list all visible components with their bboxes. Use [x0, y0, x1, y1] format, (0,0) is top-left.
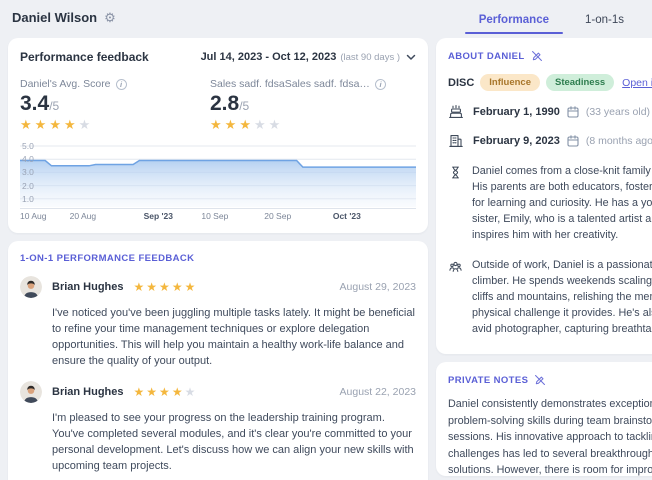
chart-y-tick: 2.0 — [22, 180, 34, 191]
chart-y-tick: 3.0 — [22, 167, 34, 178]
bio-family-field: Daniel comes from a close-knit family of… — [448, 163, 652, 243]
private-notes-title: PRIVATE NOTES — [448, 374, 529, 386]
group-icon — [448, 257, 464, 342]
calendar-icon[interactable] — [566, 105, 580, 119]
avatar — [20, 276, 42, 298]
right-sidebar: ABOUT DANIEL DISC Influence Steadiness O… — [436, 38, 652, 476]
avg-score-value: 3.4 — [20, 92, 50, 115]
private-notes-text[interactable]: Daniel consistently demonstrates excepti… — [448, 398, 652, 476]
sales-score-value: 2.8 — [210, 92, 240, 115]
hourglass-icon — [448, 163, 464, 243]
private-notes-card: PRIVATE NOTES Daniel consistently demons… — [436, 362, 652, 476]
one-on-one-feedback-card: 1-ON-1 PERFORMANCE FEEDBACK Brian Hughes… — [8, 241, 428, 480]
feedback-rating-stars: ★★★★★ — [133, 385, 198, 399]
birthday-date: February 1, 1990 — [473, 106, 560, 118]
chart-x-tick: 20 Aug — [69, 211, 97, 221]
avatar — [20, 381, 42, 403]
tab-1-on-1s[interactable]: 1-on-1s — [585, 14, 624, 26]
score-summary: Daniel's Avg. Score i 3.4/5 ★★★★★ Sales … — [20, 78, 416, 133]
date-range-value: Jul 14, 2023 - Oct 12, 2023 — [200, 51, 337, 63]
disc-label: DISC — [448, 76, 475, 89]
about-card-title: ABOUT DANIEL — [448, 50, 525, 62]
sales-score-block: Sales sadf. fdsaSales sadf. fdsaS... i 2… — [210, 78, 400, 133]
sales-score-label: Sales sadf. fdsaSales sadf. fdsaS... — [210, 78, 370, 90]
disc-badge-influence: Influence — [480, 74, 540, 91]
performance-card-title: Performance feedback — [20, 50, 149, 64]
chart-x-tick: 20 Sep — [264, 211, 292, 221]
date-range-suffix: (last 90 days ) — [340, 51, 400, 63]
building-icon — [448, 133, 464, 149]
birthday-note: (33 years old) — [585, 106, 651, 118]
start-date: February 9, 2023 — [473, 135, 560, 147]
info-icon[interactable]: i — [375, 78, 386, 90]
date-range-selector[interactable]: Jul 14, 2023 - Oct 12, 2023 (last 90 day… — [201, 51, 416, 63]
feedback-entry: Brian Hughes ★★★★★ August 29, 2023 I've … — [20, 276, 416, 369]
feedback-text: I've noticed you've been juggling multip… — [52, 307, 415, 367]
about-card: ABOUT DANIEL DISC Influence Steadiness O… — [436, 38, 652, 354]
pencil-off-icon — [535, 375, 546, 385]
avg-score-block: Daniel's Avg. Score i 3.4/5 ★★★★★ — [20, 78, 210, 133]
calendar-icon[interactable] — [566, 134, 580, 148]
feedback-rating-stars: ★★★★★ — [133, 280, 198, 294]
bio-hobbies-field: Outside of work, Daniel is a passionate … — [448, 257, 652, 342]
chart-y-tick: 5.0 — [22, 141, 34, 151]
avg-score-label: Daniel's Avg. Score — [20, 78, 111, 90]
chart-x-tick: 10 Aug — [20, 211, 47, 221]
employee-name: Daniel Wilson — [12, 9, 98, 25]
chart-y-tick: 4.0 — [22, 154, 34, 165]
start-date-note: (8 months ago) — [585, 135, 652, 147]
disc-badge-steadiness: Steadiness — [545, 74, 615, 91]
info-icon[interactable]: i — [115, 78, 127, 90]
avg-score-stars: ★★★★★ — [20, 117, 94, 132]
top-bar: Daniel Wilson ⚙ Performance 1-on-1s — [0, 0, 652, 34]
chart-x-tick: Oct '23 — [332, 211, 361, 221]
open-insights-link[interactable]: Open insights → — [622, 76, 652, 89]
chart-x-tick: Sep '23 — [143, 211, 173, 221]
bio-family-text[interactable]: Daniel comes from a close-knit family of… — [472, 165, 652, 241]
chevron-down-icon — [406, 54, 416, 60]
feedback-author: Brian Hughes — [52, 386, 124, 398]
chart-x-axis: 10 Aug 20 Aug Sep '23 10 Sep 20 Sep Oct '23 — [20, 208, 416, 221]
left-column: Performance feedback Jul 14, 2023 - Oct … — [8, 38, 428, 480]
chart-x-tick: 10 Sep — [201, 211, 229, 221]
sales-score-stars: ★★★★★ — [210, 117, 284, 132]
birthday-row: February 1, 1990 (33 years old) — [448, 104, 652, 120]
feedback-author: Brian Hughes — [52, 281, 124, 293]
tab-bar: Performance 1-on-1s — [461, 0, 642, 34]
chart-y-tick: 1.0 — [22, 193, 34, 204]
birthday-cake-icon — [448, 104, 464, 120]
bio-hobbies-text[interactable]: Outside of work, Daniel is a passionate … — [472, 259, 652, 335]
pencil-off-icon — [531, 51, 542, 61]
start-date-row: February 9, 2023 (8 months ago) — [448, 133, 652, 149]
main-content: Performance feedback Jul 14, 2023 - Oct … — [0, 34, 652, 480]
performance-feedback-card: Performance feedback Jul 14, 2023 - Oct … — [8, 38, 428, 233]
tab-performance[interactable]: Performance — [461, 5, 567, 34]
feedback-date: August 22, 2023 — [339, 386, 416, 398]
feedback-section-title: 1-ON-1 PERFORMANCE FEEDBACK — [20, 253, 195, 264]
feedback-date: August 29, 2023 — [339, 281, 416, 293]
gear-icon[interactable]: ⚙ — [104, 9, 116, 25]
feedback-entry: Brian Hughes ★★★★★ August 22, 2023 I'm p… — [20, 381, 416, 474]
disc-row: DISC Influence Steadiness Open insights … — [448, 74, 652, 91]
avg-score-chart[interactable]: 5.0 4.0 3.0 2.0 1.0 — [20, 141, 416, 207]
feedback-text: I'm pleased to see your progress on the … — [52, 412, 414, 472]
